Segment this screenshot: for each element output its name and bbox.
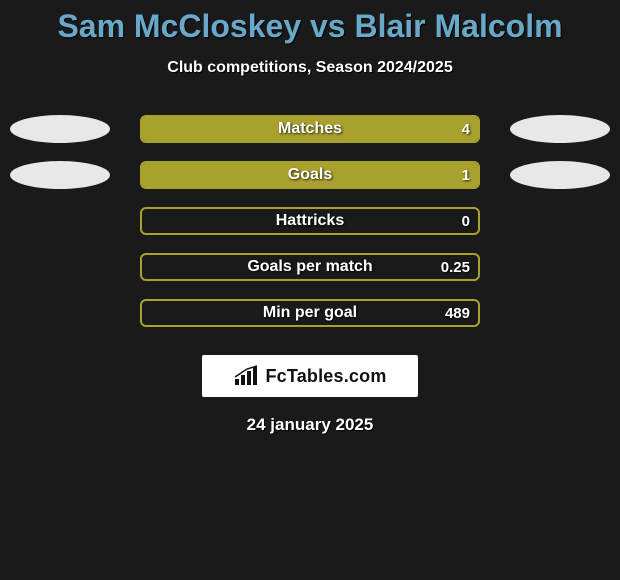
brand-text: FcTables.com xyxy=(265,366,386,387)
player-left-marker xyxy=(10,115,110,143)
stat-bar: 4Matches xyxy=(140,115,480,143)
chart-icon xyxy=(233,365,261,387)
generated-date: 24 january 2025 xyxy=(0,415,620,435)
stat-row: 4Matches xyxy=(0,109,620,155)
page-title: Sam McCloskey vs Blair Malcolm xyxy=(0,0,620,45)
stat-label: Min per goal xyxy=(142,301,478,325)
stat-label: Goals per match xyxy=(142,255,478,279)
stat-rows: 4Matches 1Goals 0Hattricks 0.25Goals per ma… xyxy=(0,109,620,339)
subtitle: Club competitions, Season 2024/2025 xyxy=(0,59,620,77)
stat-label: Goals xyxy=(142,163,478,187)
stat-row: 489Min per goal xyxy=(0,293,620,339)
player-right-marker xyxy=(510,161,610,189)
stat-bar: 0.25Goals per match xyxy=(140,253,480,281)
stat-bar: 1Goals xyxy=(140,161,480,189)
stat-label: Hattricks xyxy=(142,209,478,233)
brand-badge[interactable]: FcTables.com xyxy=(202,355,418,397)
stat-bar: 0Hattricks xyxy=(140,207,480,235)
stat-row: 0.25Goals per match xyxy=(0,247,620,293)
stat-row: 1Goals xyxy=(0,155,620,201)
stat-bar: 489Min per goal xyxy=(140,299,480,327)
player-left-marker xyxy=(10,161,110,189)
stat-row: 0Hattricks xyxy=(0,201,620,247)
stat-label: Matches xyxy=(142,117,478,141)
player-right-marker xyxy=(510,115,610,143)
